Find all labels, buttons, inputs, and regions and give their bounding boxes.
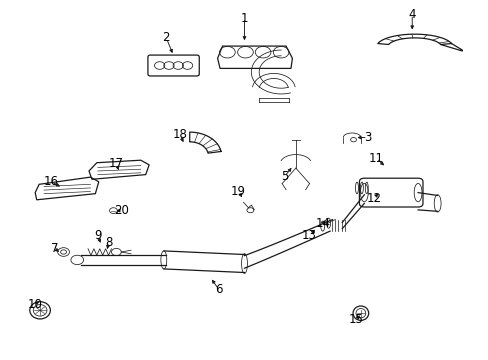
Text: 5: 5 <box>280 170 288 183</box>
Text: 13: 13 <box>302 229 316 242</box>
Text: 4: 4 <box>407 8 415 21</box>
Text: 3: 3 <box>363 131 371 144</box>
Text: 15: 15 <box>348 313 363 326</box>
Text: 9: 9 <box>94 229 102 242</box>
Text: 16: 16 <box>44 175 59 188</box>
Text: 14: 14 <box>315 217 329 230</box>
Text: 2: 2 <box>162 31 170 44</box>
Text: 8: 8 <box>104 237 112 249</box>
Text: 18: 18 <box>172 129 187 141</box>
Text: 1: 1 <box>240 12 248 24</box>
Text: 17: 17 <box>109 157 123 170</box>
Text: 6: 6 <box>215 283 223 296</box>
Text: 19: 19 <box>231 185 245 198</box>
Text: 11: 11 <box>368 152 383 165</box>
Text: 10: 10 <box>28 298 42 311</box>
Text: 12: 12 <box>366 192 381 204</box>
Text: 7: 7 <box>51 242 59 255</box>
Text: 20: 20 <box>114 204 128 217</box>
